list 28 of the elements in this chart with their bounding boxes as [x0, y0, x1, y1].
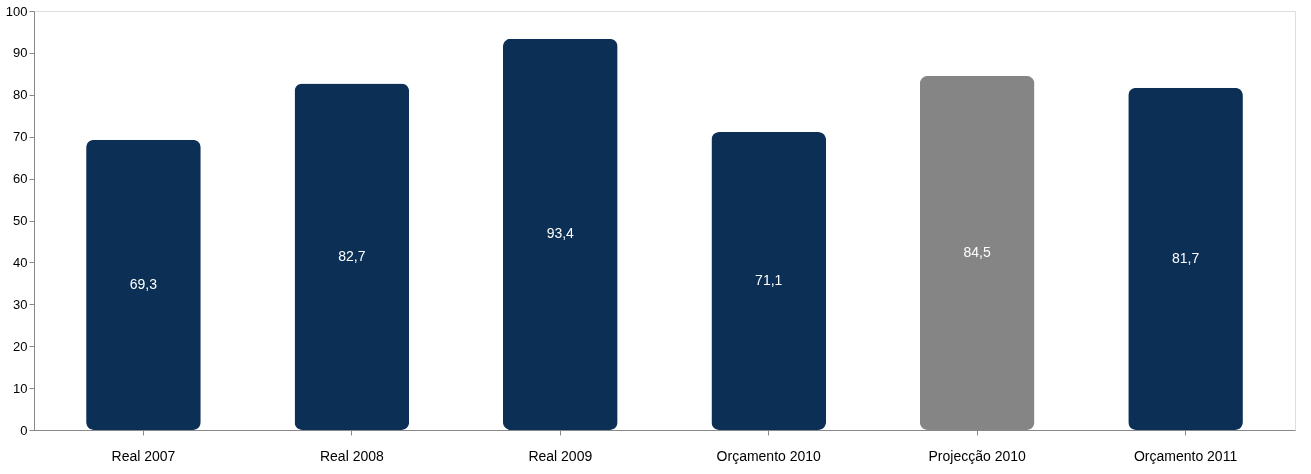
data-label: 93,4 — [546, 225, 575, 242]
y-tick-label: 0 — [20, 422, 28, 438]
y-tick-label: 10 — [13, 380, 28, 396]
y-tick-label: 70 — [13, 129, 28, 145]
bar — [294, 83, 410, 430]
y-tick-label: 50 — [13, 213, 28, 228]
data-label: 71,1 — [755, 272, 783, 289]
x-tick-label: Real 2008 — [319, 447, 384, 464]
y-tick-label: 20 — [13, 338, 28, 354]
bar — [86, 139, 201, 430]
bar — [502, 38, 618, 430]
y-tick-label: 40 — [13, 254, 28, 270]
data-label: 69,3 — [129, 275, 158, 292]
data-label: 81,7 — [1171, 249, 1200, 266]
bar — [711, 132, 827, 430]
y-tick-label: 60 — [13, 171, 28, 187]
y-tick-label: 80 — [13, 87, 28, 103]
data-label: 84,5 — [963, 243, 991, 260]
data-label: 82,7 — [338, 247, 366, 264]
x-tick-label: Orçamento 2011 — [1133, 447, 1238, 464]
x-tick-label: Orçamento 2010 — [716, 447, 822, 464]
y-tick-label: 30 — [13, 296, 28, 312]
bar — [1128, 87, 1243, 430]
y-tick-label: 90 — [13, 45, 28, 61]
x-tick-label: Projecção 2010 — [928, 447, 1026, 464]
x-tick-label: Real 2007 — [111, 447, 176, 464]
x-tick-label: Real 2009 — [528, 447, 593, 464]
y-tick-label: 100 — [5, 3, 28, 19]
